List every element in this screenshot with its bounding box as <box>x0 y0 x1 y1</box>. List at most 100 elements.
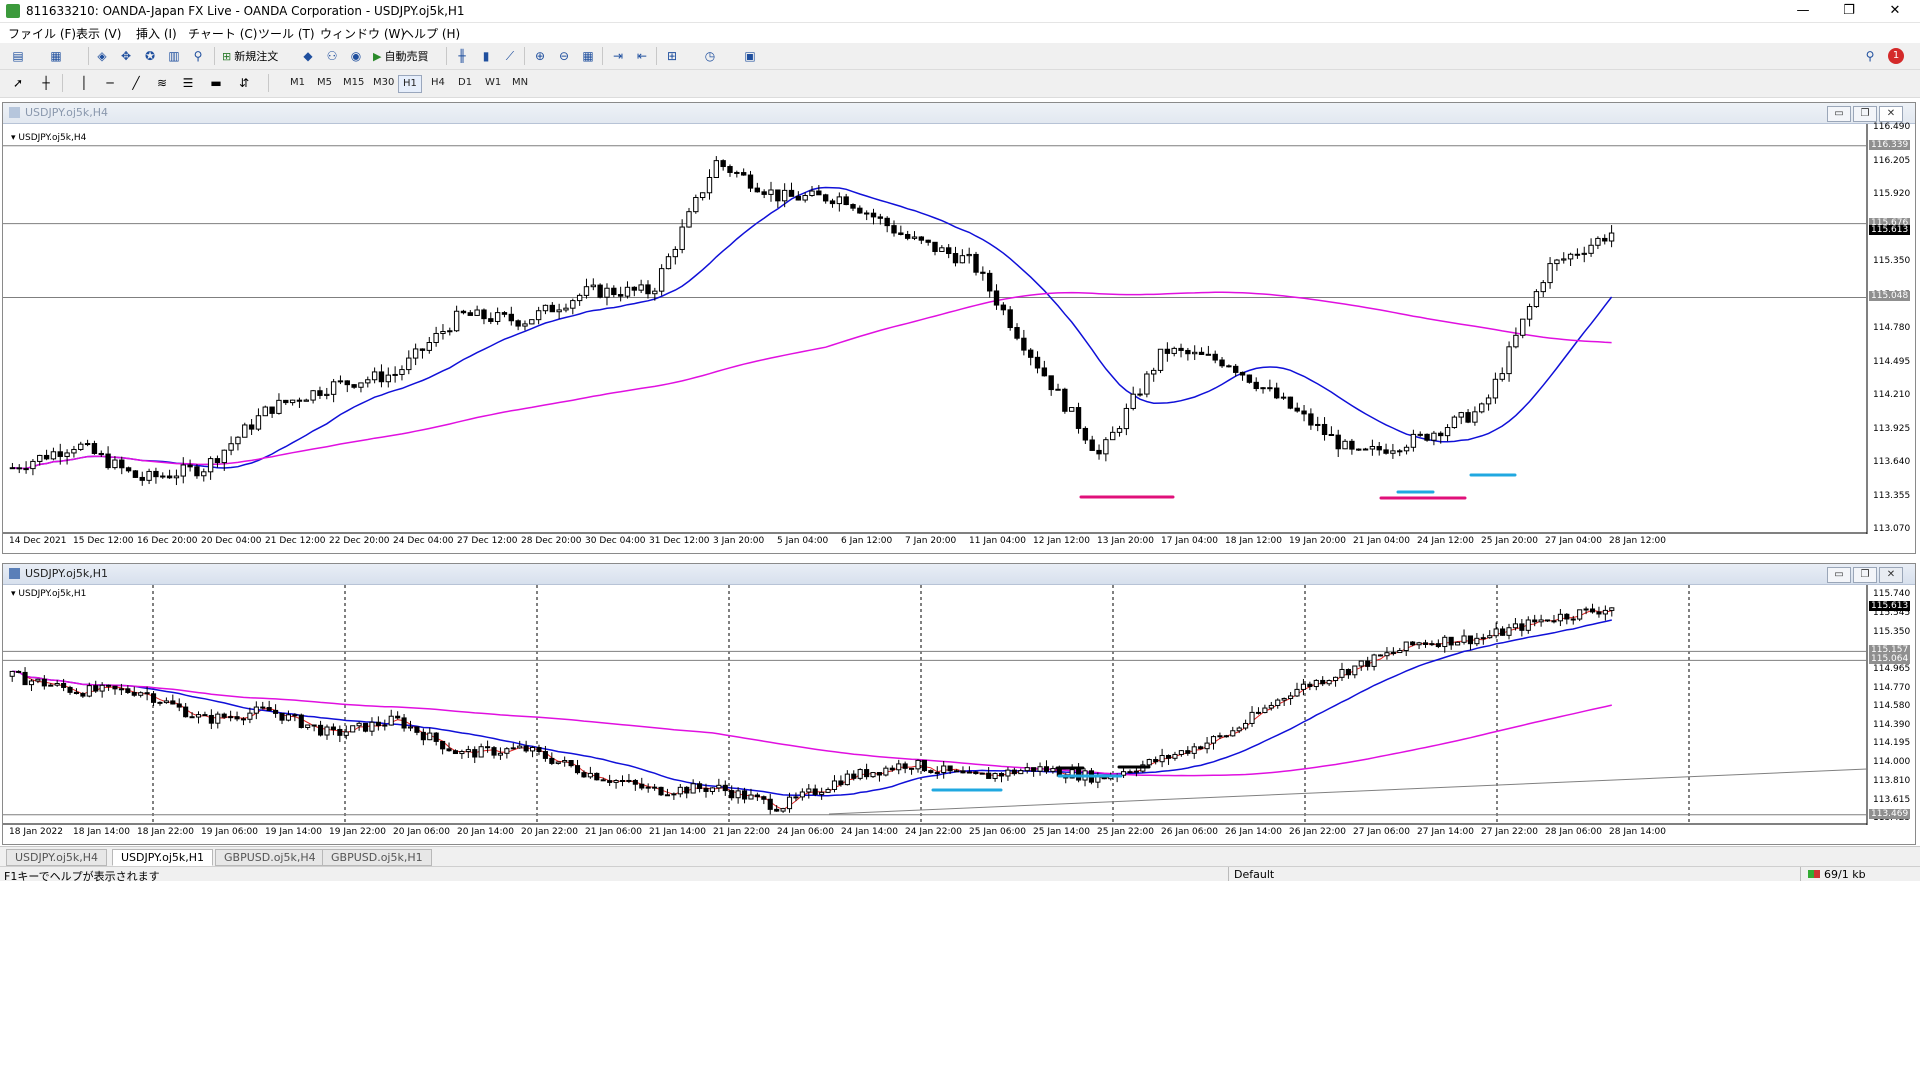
candle-body <box>904 233 911 239</box>
indicators-icon[interactable]: ⊞ <box>666 49 678 63</box>
new-chart-icon[interactable]: ▤ <box>12 49 24 63</box>
candle-body <box>508 313 514 322</box>
profiles-icon[interactable]: ▦ <box>50 49 62 63</box>
candle-body <box>1358 660 1364 667</box>
tf-mn[interactable]: MN <box>512 77 529 88</box>
time-tick-label: 19 Jan 14:00 <box>265 827 322 837</box>
candle-body <box>816 190 822 196</box>
candle-body <box>1320 679 1326 685</box>
menu-help[interactable]: ヘルプ (H) <box>402 27 461 41</box>
tf-d1[interactable]: D1 <box>458 77 473 88</box>
metaeditor-icon[interactable]: ◆ <box>303 49 313 63</box>
cursor-icon[interactable]: ➚ <box>12 76 24 90</box>
chart-window-h1[interactable]: USDJPY.oj5k,H1 ▭ ❐ ✕ ▾ USDJPY.oj5k,H1 11… <box>2 563 1916 845</box>
candle-body <box>1609 607 1615 611</box>
fibonacci-icon[interactable]: ☰ <box>182 76 194 90</box>
navigator-icon[interactable]: ✪ <box>144 49 156 63</box>
tf-m1[interactable]: M1 <box>290 77 305 88</box>
chart-shift-icon[interactable]: ⇤ <box>636 49 648 63</box>
candle-body <box>1461 635 1467 643</box>
tile-windows-icon[interactable]: ▦ <box>582 49 594 63</box>
templates-icon[interactable]: ▣ <box>744 49 756 63</box>
price-axis[interactable]: 115.740115.545115.350115.155114.965114.7… <box>1867 585 1913 825</box>
menu-insert[interactable]: 挿入 (I) <box>136 27 177 41</box>
new-order-button[interactable]: ⊞ 新規注文 <box>222 49 279 64</box>
tab-usdjpy-h1[interactable]: USDJPY.oj5k,H1 <box>112 849 214 866</box>
candle-body <box>510 747 516 750</box>
candle-body <box>202 714 208 717</box>
menu-chart[interactable]: チャート (C) <box>188 27 258 41</box>
chart-minimize-button[interactable]: ▭ <box>1827 567 1851 583</box>
signals-icon[interactable]: ⚇ <box>326 49 338 63</box>
candle-body <box>150 693 157 703</box>
menu-window[interactable]: ウィンドウ (W) <box>320 27 406 41</box>
zoom-out-icon[interactable]: ⊖ <box>558 49 570 63</box>
price-axis[interactable]: 116.490116.205115.920115.635115.350115.0… <box>1867 122 1913 534</box>
candle-body <box>1249 711 1255 724</box>
candle-body <box>395 715 401 719</box>
candle-body <box>809 190 815 197</box>
tf-m30[interactable]: M30 <box>373 77 395 88</box>
vertical-line-icon[interactable]: │ <box>80 76 88 90</box>
market-watch-icon[interactable]: ◈ <box>97 49 107 63</box>
auto-scroll-icon[interactable]: ⇥ <box>612 49 624 63</box>
periods-icon[interactable]: ◷ <box>704 49 716 63</box>
chart-maximize-button[interactable]: ❐ <box>1853 567 1877 583</box>
channel-icon[interactable]: ≋ <box>156 76 168 90</box>
candle-body <box>795 195 802 201</box>
candle-body <box>1451 416 1458 429</box>
tf-h1[interactable]: H1 <box>398 75 422 93</box>
candle-body <box>474 309 480 316</box>
candle-body <box>713 160 720 179</box>
time-axis[interactable]: 18 Jan 2022 18 Jan 14:00 18 Jan 22:00 19 Ja… <box>3 825 1867 841</box>
arrows-icon[interactable]: ⇵ <box>238 76 250 90</box>
time-tick-label: 21 Jan 04:00 <box>1353 536 1410 546</box>
tab-gbpusd-h4[interactable]: GBPUSD.oj5k,H4 <box>215 849 325 866</box>
candle-body <box>78 443 84 450</box>
terminal-icon[interactable]: ▥ <box>168 49 180 63</box>
chart-close-button[interactable]: ✕ <box>1879 106 1903 122</box>
trendline-icon[interactable]: ╱ <box>132 76 140 90</box>
chart-close-button[interactable]: ✕ <box>1879 567 1903 583</box>
candle-body <box>112 459 118 469</box>
bar-chart-icon[interactable]: ╫ <box>458 49 466 63</box>
candle-body <box>870 212 877 218</box>
tf-h4[interactable]: H4 <box>431 77 445 88</box>
chart-area-h1[interactable] <box>3 585 1913 843</box>
zoom-in-icon[interactable]: ⊕ <box>534 49 546 63</box>
candle-body <box>330 381 337 395</box>
menu-view[interactable]: 表示 (V) <box>76 27 122 41</box>
maximize-button[interactable]: ❐ <box>1843 3 1855 18</box>
price-tick-label: 115.920 <box>1873 189 1911 199</box>
chart-maximize-button[interactable]: ❐ <box>1853 106 1877 122</box>
candle-body <box>163 700 169 704</box>
candle-body <box>734 171 740 174</box>
line-chart-icon[interactable]: ⟋ <box>505 48 515 63</box>
chart-window-h4[interactable]: USDJPY.oj5k,H4 ▭ ❐ ✕ ▾ USDJPY.oj5k,H4 11… <box>2 102 1916 554</box>
candle-body <box>1472 411 1478 423</box>
chart-area-h4[interactable] <box>3 124 1913 552</box>
notification-badge[interactable]: 1 <box>1888 48 1904 64</box>
text-label-icon[interactable]: ▬ <box>210 76 222 90</box>
tester-icon[interactable]: ⚲ <box>193 49 203 63</box>
tab-gbpusd-h1[interactable]: GBPUSD.oj5k,H1 <box>322 849 432 866</box>
crosshair-icon[interactable]: ┼ <box>42 76 50 90</box>
close-button[interactable]: ✕ <box>1889 3 1901 18</box>
chart-minimize-button[interactable]: ▭ <box>1827 106 1851 122</box>
search-icon[interactable]: ⚲ <box>1865 49 1875 63</box>
data-window-icon[interactable]: ✥ <box>120 49 132 63</box>
candlestick-icon[interactable]: ▮ <box>482 49 490 63</box>
tab-usdjpy-h4[interactable]: USDJPY.oj5k,H4 <box>6 849 108 866</box>
horizontal-line-icon[interactable]: ─ <box>106 76 114 90</box>
tf-w1[interactable]: W1 <box>485 77 502 88</box>
tf-m5[interactable]: M5 <box>317 77 332 88</box>
candle-body <box>1300 683 1306 690</box>
time-axis[interactable]: 14 Dec 2021 15 Dec 12:00 16 Dec 20:00 20 De… <box>3 534 1867 550</box>
auto-trading-button[interactable]: ▶ 自動売買 <box>373 49 429 64</box>
minimize-button[interactable]: — <box>1796 3 1810 18</box>
menu-file[interactable]: ファイル (F) <box>8 27 77 41</box>
tf-m15[interactable]: M15 <box>343 77 365 88</box>
candle-body <box>677 786 683 795</box>
vps-icon[interactable]: ◉ <box>350 49 362 63</box>
menu-tools[interactable]: ツール (T) <box>258 27 315 41</box>
